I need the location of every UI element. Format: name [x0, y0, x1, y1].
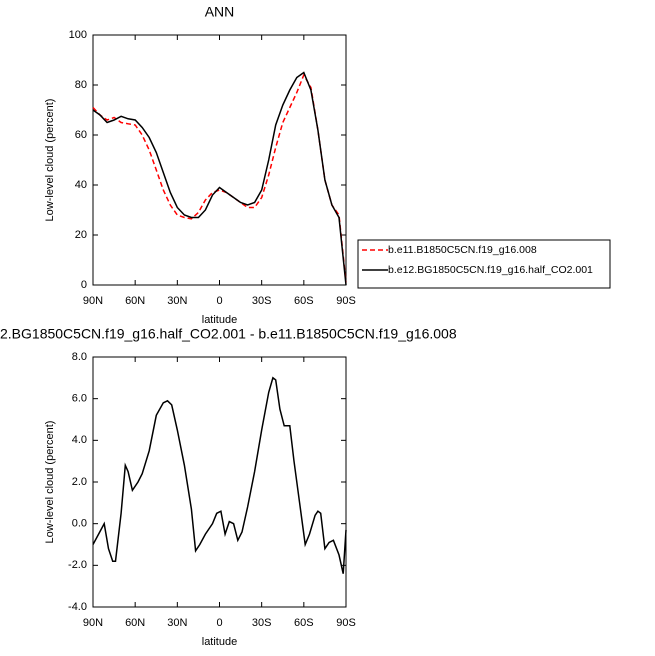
x-tick-label: 90N: [83, 617, 103, 629]
x-axis-label: latitude: [202, 314, 237, 326]
x-tick-label: 90S: [336, 295, 356, 307]
x-tick-label: 60S: [294, 617, 314, 629]
y-tick-label: 4.0: [72, 434, 87, 446]
x-tick-label: 90S: [336, 617, 356, 629]
x-tick-label: 0: [216, 295, 222, 307]
chart-title: 2.BG1850C5CN.f19_g16.half_CO2.001 - b.e1…: [0, 326, 457, 342]
y-axis-label: Low-level cloud (percent): [44, 99, 56, 222]
data-line: [92, 73, 347, 283]
y-tick-label: 6.0: [72, 393, 87, 405]
y-tick-label: 20: [75, 229, 87, 241]
x-tick-label: 60S: [294, 295, 314, 307]
plot-frame: [92, 34, 347, 286]
y-tick-label: -2.0: [68, 559, 87, 571]
y-tick-label: 0.0: [72, 518, 87, 530]
y-tick-label: 40: [75, 179, 87, 191]
chart-title: ANN: [205, 4, 235, 20]
x-tick-label: 30N: [167, 295, 187, 307]
x-tick-label: 90N: [83, 295, 103, 307]
y-tick-label: 2.0: [72, 476, 87, 488]
legend-label: b.e11.B1850C5CN.f19_g16.008: [388, 244, 537, 256]
y-tick-label: 60: [75, 129, 87, 141]
data-line: [92, 376, 347, 574]
data-line: [92, 71, 347, 286]
y-tick-label: 100: [69, 29, 87, 41]
y-tick-label: 0: [81, 279, 87, 291]
y-tick-label: -4.0: [68, 601, 87, 613]
y-tick-label: 8.0: [72, 351, 87, 363]
x-tick-label: 60N: [125, 617, 145, 629]
x-tick-label: 30S: [252, 617, 272, 629]
x-tick-label: 30N: [167, 617, 187, 629]
x-tick-label: 60N: [125, 295, 145, 307]
y-axis-label: Low-level cloud (percent): [44, 421, 56, 544]
x-tick-label: 0: [216, 617, 222, 629]
y-tick-label: 80: [75, 79, 87, 91]
x-tick-label: 30S: [252, 295, 272, 307]
x-axis-label: latitude: [202, 636, 237, 648]
legend-box: [357, 239, 611, 289]
legend-label: b.e12.BG1850C5CN.f19_g16.half_CO2.001: [388, 264, 593, 276]
